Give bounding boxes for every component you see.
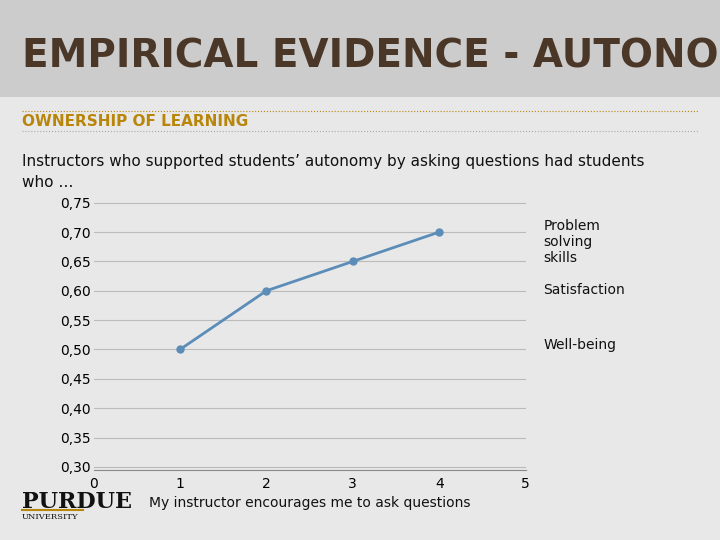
Text: Satisfaction: Satisfaction: [544, 284, 626, 298]
Text: Problem
solving
skills: Problem solving skills: [544, 219, 600, 265]
Text: Well-being: Well-being: [544, 338, 616, 352]
Text: OWNERSHIP OF LEARNING: OWNERSHIP OF LEARNING: [22, 114, 248, 129]
Text: Instructors who supported students’ autonomy by asking questions had students
wh: Instructors who supported students’ auto…: [22, 154, 644, 190]
Text: EMPIRICAL EVIDENCE - AUTONOMY: EMPIRICAL EVIDENCE - AUTONOMY: [22, 38, 720, 76]
Text: UNIVERSITY: UNIVERSITY: [22, 514, 78, 521]
X-axis label: My instructor encourages me to ask questions: My instructor encourages me to ask quest…: [149, 496, 470, 510]
Text: PURDUE: PURDUE: [22, 491, 132, 513]
